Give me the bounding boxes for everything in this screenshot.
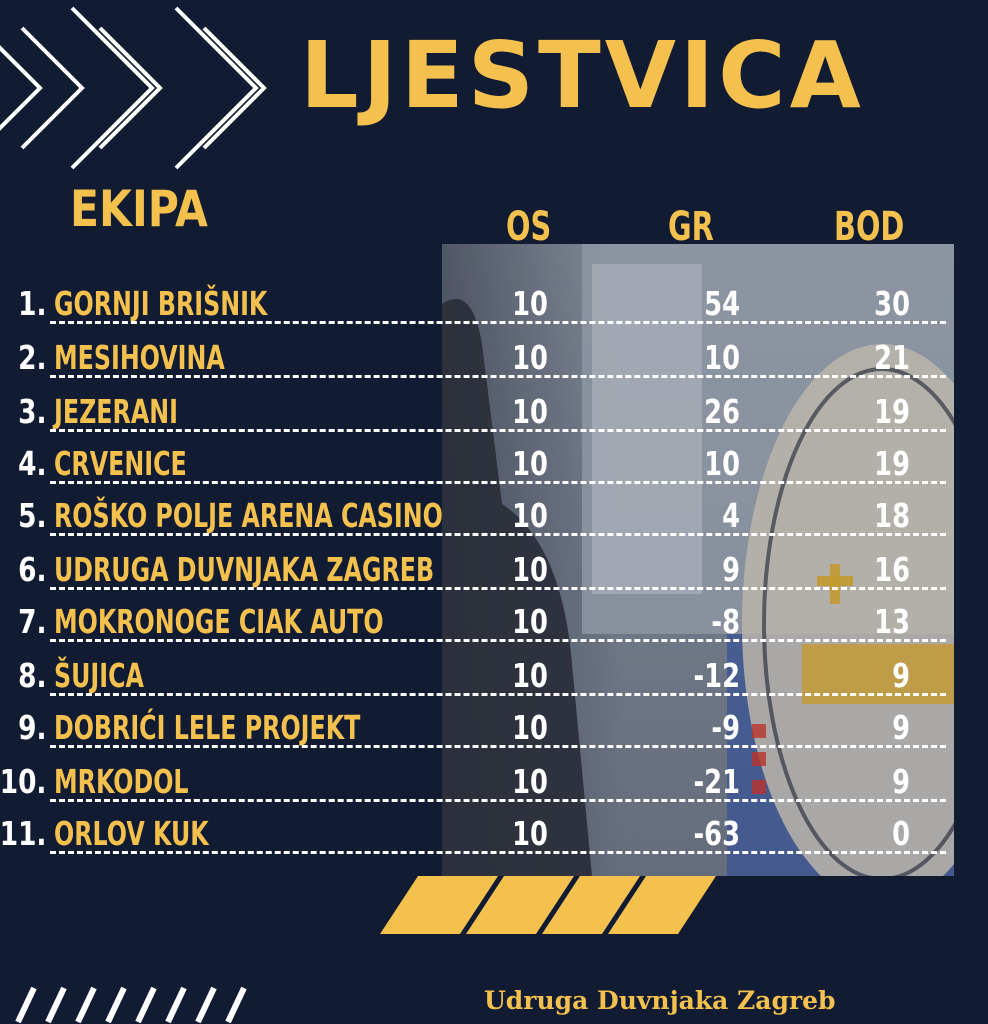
table-row: 4. CRVENICE 10 10 19 — [0, 434, 960, 486]
row-os: 10 — [512, 444, 548, 483]
gr-column-header: GR — [668, 204, 714, 250]
table-row: 2. MESIHOVINA 10 10 21 — [0, 328, 960, 380]
row-bod: 9 — [892, 708, 910, 747]
row-os: 10 — [512, 550, 548, 589]
row-team: JEZERANI — [54, 392, 178, 431]
row-rank: 2. — [17, 338, 46, 377]
row-divider — [50, 851, 946, 854]
row-team: GORNJI BRIŠNIK — [54, 284, 268, 323]
row-gr: -63 — [693, 814, 740, 853]
row-rank: 11. — [0, 814, 46, 853]
row-gr: 10 — [704, 444, 740, 483]
row-team: ROŠKO POLJE ARENA CASINO — [54, 496, 443, 535]
row-os: 10 — [512, 762, 548, 801]
row-bod: 18 — [874, 496, 910, 535]
row-bod: 9 — [892, 762, 910, 801]
row-bod: 13 — [874, 602, 910, 641]
row-gr: -12 — [693, 656, 740, 695]
row-team: UDRUGA DUVNJAKA ZAGREB — [54, 550, 435, 589]
table-row: 5. ROŠKO POLJE ARENA CASINO 10 4 18 — [0, 486, 960, 538]
team-column-header: EKIPA — [70, 180, 208, 238]
row-team: ŠUJICA — [54, 656, 144, 695]
row-os: 10 — [512, 814, 548, 853]
table-row: 7. MOKRONOGE CIAK AUTO 10 -8 13 — [0, 592, 960, 644]
row-rank: 7. — [17, 602, 46, 641]
row-bod: 19 — [874, 392, 910, 431]
row-divider — [50, 375, 946, 378]
row-rank: 10. — [0, 762, 46, 801]
row-divider — [50, 639, 946, 642]
row-os: 10 — [512, 284, 548, 323]
row-os: 10 — [512, 496, 548, 535]
row-rank: 8. — [17, 656, 46, 695]
table-row: 6. UDRUGA DUVNJAKA ZAGREB 10 9 16 — [0, 540, 960, 592]
table-row: 11. ORLOV KUK 10 -63 0 — [0, 804, 960, 856]
footer-organization-name: Udruga Duvnjaka Zagreb — [484, 986, 836, 1015]
row-divider — [50, 429, 946, 432]
row-team: DOBRIĆI LELE PROJEKT — [54, 708, 361, 747]
row-gr: 10 — [704, 338, 740, 377]
row-rank: 3. — [17, 392, 46, 431]
row-gr: 26 — [704, 392, 740, 431]
row-os: 10 — [512, 338, 548, 377]
row-gr: -8 — [711, 602, 740, 641]
row-gr: 54 — [704, 284, 740, 323]
row-gr: 4 — [722, 496, 740, 535]
row-team: ORLOV KUK — [54, 814, 209, 853]
row-rank: 4. — [17, 444, 46, 483]
row-team: MOKRONOGE CIAK AUTO — [54, 602, 384, 641]
table-row: 3. JEZERANI 10 26 19 — [0, 382, 960, 434]
row-bod: 19 — [874, 444, 910, 483]
background-photo — [442, 244, 954, 876]
row-rank: 9. — [17, 708, 46, 747]
row-rank: 5. — [17, 496, 46, 535]
row-gr: -21 — [693, 762, 740, 801]
row-team: MRKODOL — [54, 762, 189, 801]
row-bod: 16 — [874, 550, 910, 589]
row-team: MESIHOVINA — [54, 338, 225, 377]
row-divider — [50, 745, 946, 748]
bod-column-header: BOD — [834, 204, 905, 250]
table-row: 8. ŠUJICA 10 -12 9 — [0, 646, 960, 698]
row-rank: 1. — [17, 284, 46, 323]
slash-decoration — [15, 986, 247, 1024]
photo-illustration — [442, 244, 954, 876]
row-os: 10 — [512, 392, 548, 431]
row-divider — [50, 533, 946, 536]
row-gr: -9 — [711, 708, 740, 747]
os-column-header: OS — [506, 204, 552, 250]
chevron-arrows-icon — [0, 6, 267, 170]
row-bod: 30 — [874, 284, 910, 323]
page-title: LJESTVICA — [300, 22, 865, 129]
row-divider — [50, 321, 946, 324]
table-row: 9. DOBRIĆI LELE PROJEKT 10 -9 9 — [0, 698, 960, 750]
row-os: 10 — [512, 602, 548, 641]
row-team: CRVENICE — [54, 444, 187, 483]
table-row: 1. GORNJI BRIŠNIK 10 54 30 — [0, 274, 960, 326]
row-os: 10 — [512, 708, 548, 747]
row-divider — [50, 693, 946, 696]
row-bod: 0 — [892, 814, 910, 853]
row-rank: 6. — [17, 550, 46, 589]
row-divider — [50, 799, 946, 802]
row-bod: 9 — [892, 656, 910, 695]
row-bod: 21 — [874, 338, 910, 377]
table-row: 10. MRKODOL 10 -21 9 — [0, 752, 960, 804]
row-divider — [50, 587, 946, 590]
row-gr: 9 — [722, 550, 740, 589]
hazard-stripes-decoration — [380, 876, 716, 934]
row-divider — [50, 481, 946, 484]
row-os: 10 — [512, 656, 548, 695]
